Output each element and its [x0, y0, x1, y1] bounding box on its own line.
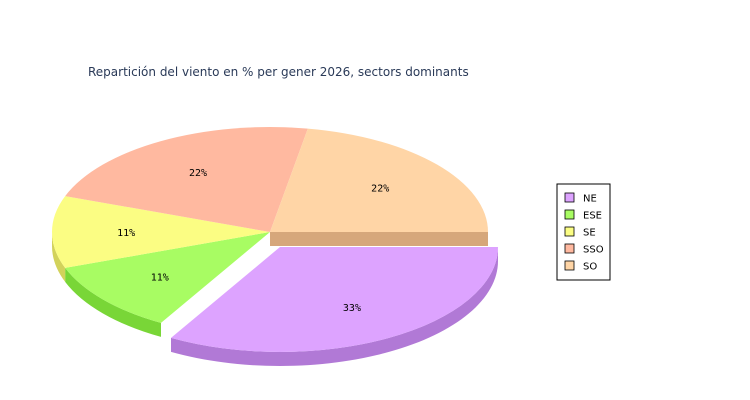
chart-title: Repartición del viento en % per gener 20… — [88, 65, 469, 79]
legend: NE ESE SE SSO SO — [556, 183, 611, 281]
pie-side-se — [52, 232, 66, 282]
legend-swatch-ne — [564, 192, 575, 203]
pie-side-ne — [171, 247, 498, 367]
pie-slice-ne — [171, 247, 498, 353]
legend-swatch-sso — [564, 243, 575, 254]
pie-labels: 33% 11% 11% 22% 22% — [117, 168, 389, 314]
legend-label-se: SE — [583, 228, 596, 239]
pie-label-so: 22% — [371, 183, 389, 194]
legend-label-so: SO — [583, 262, 597, 273]
pie-tops — [51, 126, 498, 353]
pie-label-sso: 22% — [189, 168, 207, 179]
pie-label-ne: 33% — [343, 303, 361, 314]
pie-face-so — [270, 232, 488, 246]
legend-label-ne: NE — [583, 194, 597, 205]
pie-slice-se — [51, 196, 270, 268]
legend-label-ese: ESE — [583, 211, 602, 222]
pie-label-ese: 11% — [151, 273, 169, 284]
legend-label-sso: SSO — [583, 245, 604, 256]
legend-swatch-ese — [564, 209, 575, 220]
pie-label-se: 11% — [117, 228, 135, 239]
pie-slice-sso — [65, 126, 308, 232]
legend-swatch-so — [564, 260, 575, 271]
pie-slice-ese — [65, 232, 271, 323]
legend-swatch-se — [564, 226, 575, 237]
pie-side-ese — [65, 267, 161, 337]
pie-sides — [52, 232, 498, 367]
pie-slice-so — [270, 128, 488, 232]
